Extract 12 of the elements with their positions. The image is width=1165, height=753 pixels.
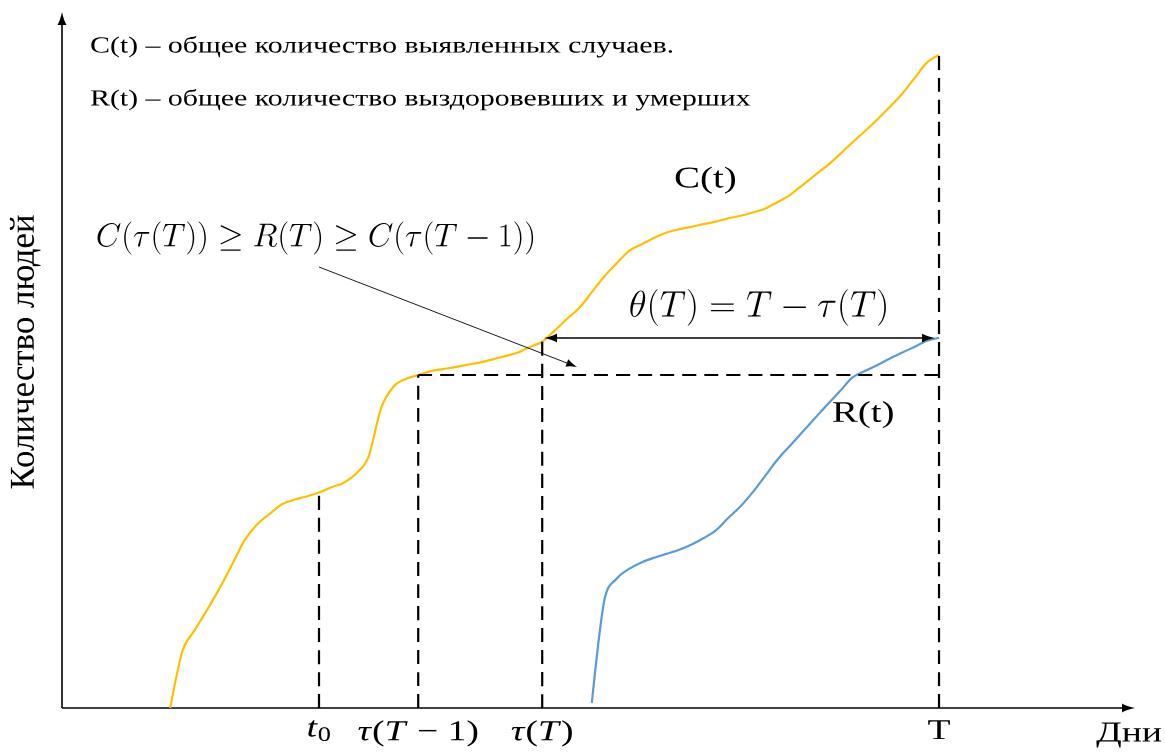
y-axis-title: Количество людей bbox=[9, 215, 41, 489]
series-label: R(t) bbox=[833, 401, 893, 429]
annotation: R(t) – общее количество выздоровевших и умерших bbox=[90, 89, 751, 111]
x-tick-label: t$_{0}$ bbox=[308, 720, 330, 741]
annotation: C(t) – общее количество выявленных случаев. bbox=[91, 36, 673, 58]
annotation: $C\bigl(\tau(T)\bigr) \geq R(T) \geq C(\tau(T-1))$ bbox=[97, 221, 534, 255]
series-label: C(t) bbox=[675, 166, 736, 194]
x-tick-label: τ(T) bbox=[511, 720, 572, 747]
x-tick-label: T bbox=[928, 720, 950, 740]
text: Дни bbox=[1096, 722, 1162, 748]
annotation: $\theta(T) = T - \tau(T)$ bbox=[630, 288, 886, 326]
x-tick-label: τ(T − 1) bbox=[358, 720, 478, 747]
